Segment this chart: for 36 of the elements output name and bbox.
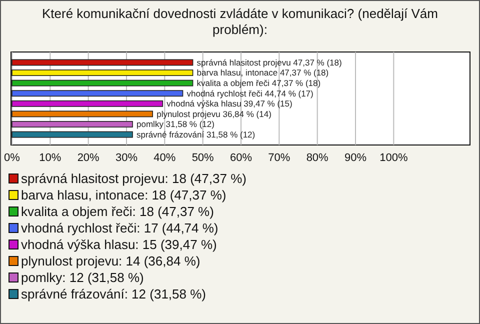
text: vhodná výška hlasu: 15 (39,47 %) (21, 237, 217, 252)
text: kvalita a objem řeči: 18 (47,37 %) (21, 204, 214, 219)
bar (12, 90, 184, 97)
category-label: správné frázování 31,58 % (12) (136, 130, 256, 140)
bar (12, 100, 164, 107)
x-tick-label: 0% (4, 152, 20, 164)
x-tick-label: 50% (192, 152, 214, 164)
x-tick-label: 20% (77, 152, 100, 164)
category-label: barva hlasu, intonace 47,37 % (18) (196, 68, 329, 78)
bar (12, 59, 194, 66)
x-tick-label: 90% (344, 152, 367, 164)
text: správné frázování: 12 (31,58 %) (21, 286, 206, 302)
text: pomlky: 12 (31,58 %) (21, 270, 144, 285)
category-label: pomlky 31,58 % (12) (136, 119, 214, 130)
bar (12, 121, 133, 128)
x-tick-label: 80% (306, 152, 329, 164)
x-tick-label: 40% (154, 152, 176, 164)
chart-title: Které komunikační dovednosti zvládáte v komunikaci? (nedělají Vám problém): (42, 6, 438, 37)
category-label: plynulost projevu 36,84 % (14) (156, 108, 272, 119)
x-tick-label: 70% (268, 152, 290, 164)
category-label: vhodná výška hlasu 39,47 % (15) (166, 98, 292, 109)
x-tick-label: 10% (39, 152, 62, 164)
text: správná hlasitost projevu: 18 (47,37 %) (21, 171, 246, 186)
text: barva hlasu, intonace: 18 (47,37 %) (21, 188, 226, 202)
category-label: kvalita a objem řeči 47,37 % (18) (196, 78, 321, 88)
bar (12, 110, 154, 118)
bar (12, 80, 194, 86)
text: plynulost projevu: 14 (36,84 %) (21, 254, 200, 268)
x-tick-label: 30% (115, 152, 138, 164)
x-tick-label: 60% (230, 152, 252, 164)
category-label: vhodná rychlost řeči 44,74 % (17) (186, 88, 314, 98)
text: vhodná rychlost řeči: 17 (44,74 %) (21, 220, 218, 236)
x-tick-label: 100% (380, 152, 408, 164)
bar (12, 70, 194, 76)
category-label: správná hlasitost projevu 47,37 % (18) (196, 57, 342, 68)
bar (12, 131, 133, 138)
